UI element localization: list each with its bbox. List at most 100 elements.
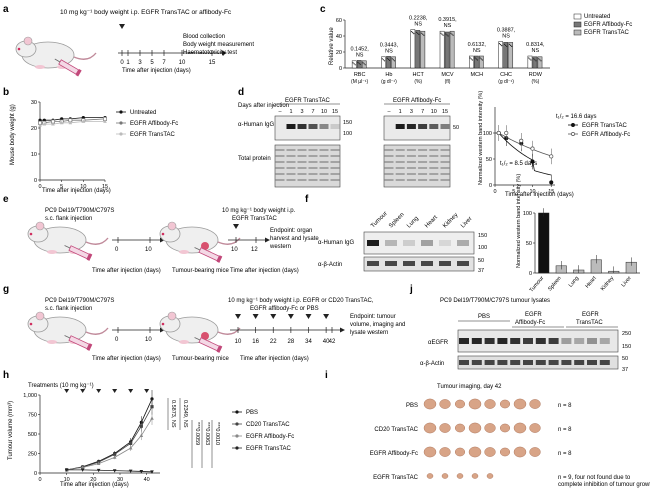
panel-letter-a: a — [3, 4, 9, 15]
panel-d-total-band — [286, 173, 296, 175]
panel-c-dot — [498, 43, 501, 45]
panel-letter-b: b — [3, 87, 9, 98]
panel-d-band — [308, 124, 318, 129]
panel-d-total-band — [440, 173, 450, 175]
panel-b-legend-marker — [119, 132, 123, 136]
panel-d-total-band — [286, 167, 296, 169]
panel-h-point — [139, 470, 144, 474]
panel-c-dot — [363, 63, 365, 65]
panel-j-mw-50: 50 — [622, 356, 628, 362]
panel-h-treatment-marker — [112, 389, 118, 393]
panel-a-dose: 10 mg kg⁻¹ body weight i.p. EGFR TransTA… — [60, 9, 232, 16]
tumour-image — [486, 473, 494, 479]
tumour-image — [529, 423, 541, 433]
panel-g-tick-label: 42 — [329, 339, 336, 345]
panel-b-point — [59, 120, 64, 125]
panel-d-total-band — [330, 173, 340, 175]
panel-c-unit-label: (%) — [531, 79, 539, 85]
panel-f-actin-band — [421, 261, 433, 266]
panel-d-lane-label: 1 — [399, 109, 402, 115]
panel-h-ytick-label: 0 — [34, 471, 37, 477]
panel-letter-f: f — [305, 194, 309, 205]
panel-f-lane-label: Kidney — [442, 212, 459, 229]
panel-d-total-band — [319, 155, 329, 157]
panel-c-dot — [354, 64, 356, 66]
panel-h-ylabel: Tumour volume (mm³) — [8, 401, 14, 460]
panel-b-legend-label: EGFR Affibody-Fc — [130, 121, 178, 127]
panel-f-mw-50: 50 — [478, 258, 484, 264]
panel-letter-j: j — [409, 284, 413, 295]
panel-g-time-label-2: Time after injection (days) — [240, 356, 309, 362]
panel-h-point — [139, 424, 143, 428]
panel-f-igg-band — [367, 240, 379, 246]
mouse-illustration — [15, 36, 97, 70]
panel-d-total-band — [384, 167, 394, 169]
panel-f-category-label: Kidney — [600, 275, 616, 292]
panel-d-total-band — [440, 149, 450, 151]
panel-h-legend-marker — [235, 446, 239, 450]
tumour-image — [439, 423, 451, 433]
panel-d-ytick-label: 100 — [483, 131, 492, 137]
panel-f-lane-label: Liver — [460, 216, 473, 229]
panel-d-ytick-label: 0 — [489, 183, 492, 189]
panel-f-bar — [538, 212, 550, 274]
panel-d-lane-label: 3 — [410, 109, 413, 115]
panel-c-dot — [530, 59, 532, 61]
panel-a-time-label: Time after injection (days) — [122, 68, 191, 74]
panel-b-xtick-label: 5 — [60, 184, 63, 190]
panel-d-total-band — [406, 167, 416, 169]
panel-d-total-band — [319, 149, 329, 151]
panel-d-halflife-2: t₁/₂ = 8.5 days — [500, 161, 537, 167]
panel-j-actin-band — [471, 360, 482, 365]
panel-c-bar — [381, 56, 386, 69]
panel-c-dot — [418, 33, 420, 36]
panel-c-ns: NS — [414, 22, 422, 28]
panel-d-group-1: EGFR TransTAC — [285, 98, 331, 104]
panel-d-band — [297, 124, 307, 129]
panel-b-point — [51, 122, 55, 126]
panel-c-pvalue: 0.2238, — [409, 16, 428, 22]
panel-d-total-band — [418, 149, 428, 151]
panel-d-total-band — [330, 167, 340, 169]
panel-c-category-label: Hb — [385, 72, 392, 78]
panel-c-dot — [440, 32, 442, 34]
panel-c-dot — [540, 60, 542, 62]
panel-c-bar — [386, 56, 391, 69]
panel-c-bar — [469, 55, 474, 69]
panel-c-dot — [504, 44, 507, 47]
panel-h-treatment-marker — [128, 389, 134, 393]
panel-h-legend-marker — [235, 410, 239, 414]
panel-c-pvalue: 0.1452, — [350, 46, 369, 52]
panel-c-pvalue: 0.3443, — [380, 42, 399, 48]
panel-g-endpoint-2: volume, imaging and — [350, 322, 405, 328]
panel-c-bar — [508, 42, 514, 69]
panel-h-point — [150, 470, 154, 474]
panel-j-egfr-band — [510, 338, 521, 344]
panel-d-total-band — [429, 161, 439, 163]
panel-d-total-band — [395, 155, 405, 157]
panel-c-dot — [499, 44, 502, 46]
panel-d-total-band — [275, 167, 285, 169]
panel-a-endpoint-2: Body weight measurement — [183, 42, 254, 48]
panel-h-stat-label: ***0.0010 — [214, 422, 220, 445]
panel-j-row-actin: α-β-Actin — [420, 361, 444, 367]
tumour-image — [423, 422, 437, 434]
panel-d-total-band — [319, 179, 329, 181]
panel-a: 10 mg kg⁻¹ body weight i.p. EGFR TransTA… — [15, 9, 254, 78]
panel-f-actin-band — [439, 261, 451, 266]
injection-marker — [119, 24, 125, 29]
panel-h-stat-label: 0.5873, NS — [170, 400, 176, 428]
panel-d-total-band — [275, 179, 285, 181]
panel-a-tick-label: 10 — [179, 60, 186, 66]
panel-c-dot — [411, 31, 413, 33]
panel-d-total-band — [406, 155, 416, 157]
panel-c-bar — [503, 42, 509, 69]
panel-b-point — [68, 120, 73, 125]
panel-c-dot — [417, 32, 419, 35]
panel-h-xtick-label: 0 — [38, 477, 41, 483]
panel-b-ylabel: Mouse body weight (g) — [10, 104, 16, 165]
panel-h-treatments: Treatments (10 mg kg⁻¹) — [28, 383, 94, 389]
panel-d-total-band — [384, 155, 394, 157]
panel-h-point — [96, 468, 101, 473]
panel-b-xlabel: Time after injection (days) — [42, 188, 111, 194]
